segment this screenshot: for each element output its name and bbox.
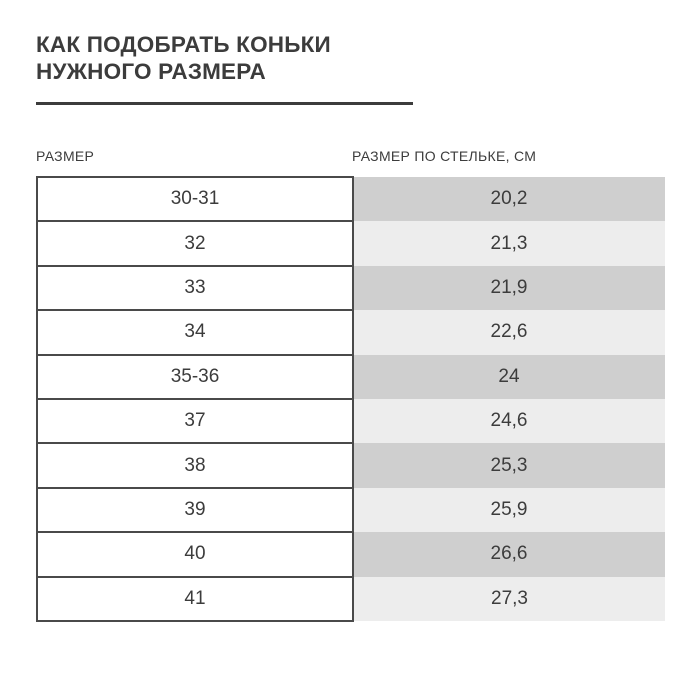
table-row: 38 25,3 [36, 442, 665, 489]
cell-insole: 24 [353, 354, 665, 399]
table-column-headers: Размер Размер по стельке, см [36, 146, 664, 166]
cell-size: 40 [36, 531, 354, 578]
table-row: 32 21,3 [36, 220, 665, 267]
column-header-size: Размер [36, 148, 95, 164]
cell-size: 41 [36, 575, 354, 622]
cell-insole: 26,6 [353, 532, 665, 577]
cell-size: 37 [36, 397, 354, 445]
title-underline-rule [36, 102, 413, 105]
cell-size: 34 [36, 309, 354, 356]
cell-insole: 22,6 [353, 310, 665, 355]
page-title: Как подобрать коньки нужного размера [36, 32, 331, 84]
table-row: 39 25,9 [36, 486, 665, 534]
cell-size: 39 [36, 486, 354, 534]
table-row: 33 21,9 [36, 264, 665, 312]
table-row: 37 24,6 [36, 397, 665, 445]
cell-size: 38 [36, 442, 354, 489]
cell-insole: 21,3 [353, 221, 665, 266]
cell-insole: 25,9 [353, 487, 665, 533]
cell-insole: 27,3 [353, 576, 665, 621]
cell-insole: 21,9 [353, 265, 665, 311]
cell-size: 35-36 [36, 353, 354, 400]
title-block: Как подобрать коньки нужного размера [36, 31, 456, 85]
size-chart-table: 30-31 20,2 32 21,3 33 21,9 34 22,6 35-36 24 37 24,6… [36, 175, 666, 622]
cell-insole: 24,6 [353, 398, 665, 444]
table-row: 40 26,6 [36, 531, 665, 578]
column-header-insole: Размер по стельке, см [352, 148, 537, 164]
cell-insole: 25,3 [353, 443, 665, 488]
cell-insole: 20,2 [353, 177, 665, 222]
table-row: 30-31 20,2 [36, 175, 665, 223]
table-row: 41 27,3 [36, 575, 665, 622]
cell-size: 30-31 [36, 175, 354, 223]
size-chart-body: 30-31 20,2 32 21,3 33 21,9 34 22,6 35-36 24 37 24,6… [36, 175, 665, 622]
table-row: 35-36 24 [36, 353, 665, 400]
table-row: 34 22,6 [36, 309, 665, 356]
cell-size: 33 [36, 264, 354, 312]
cell-size: 32 [36, 220, 354, 267]
